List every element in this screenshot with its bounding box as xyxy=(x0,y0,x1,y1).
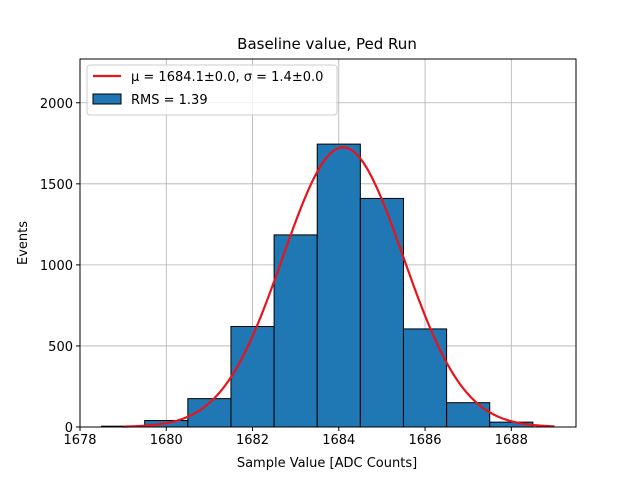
y-tick-label: 1000 xyxy=(40,259,73,274)
legend-fit-label: μ = 1684.1±0.0, σ = 1.4±0.0 xyxy=(131,70,323,85)
x-tick-label: 1678 xyxy=(63,433,96,448)
y-tick-label: 500 xyxy=(48,340,73,355)
legend: μ = 1684.1±0.0, σ = 1.4±0.0 RMS = 1.39 xyxy=(86,64,338,116)
histogram-bar xyxy=(402,328,448,428)
x-tick-label: 1684 xyxy=(322,433,355,448)
gaussian-fit-curve xyxy=(123,146,555,428)
y-tick-label: 0 xyxy=(65,421,73,436)
x-tick-label: 1682 xyxy=(236,433,269,448)
histogram-bar xyxy=(359,197,404,428)
histogram-bar xyxy=(446,402,491,428)
chart-title: Baseline value, Ped Run xyxy=(237,35,417,53)
x-tick-label: 1688 xyxy=(495,433,528,448)
y-tick-label: 1500 xyxy=(40,178,73,193)
y-axis-ticks: 0 500 1000 1500 2000 xyxy=(40,97,80,436)
y-tick-label: 2000 xyxy=(40,97,73,112)
legend-histogram-label: RMS = 1.39 xyxy=(131,93,208,108)
x-tick-label: 1686 xyxy=(408,433,441,448)
x-axis-ticks: 1678 1680 1682 1684 1686 1688 xyxy=(63,427,528,448)
x-axis-label: Sample Value [ADC Counts] xyxy=(237,456,417,471)
histogram-bar xyxy=(230,325,275,428)
histogram-bar xyxy=(316,143,361,428)
y-axis-label: Events xyxy=(16,221,31,265)
plot-frame xyxy=(79,58,577,428)
legend-box xyxy=(86,64,338,116)
x-tick-label: 1680 xyxy=(150,433,183,448)
legend-histogram-swatch xyxy=(92,93,122,105)
